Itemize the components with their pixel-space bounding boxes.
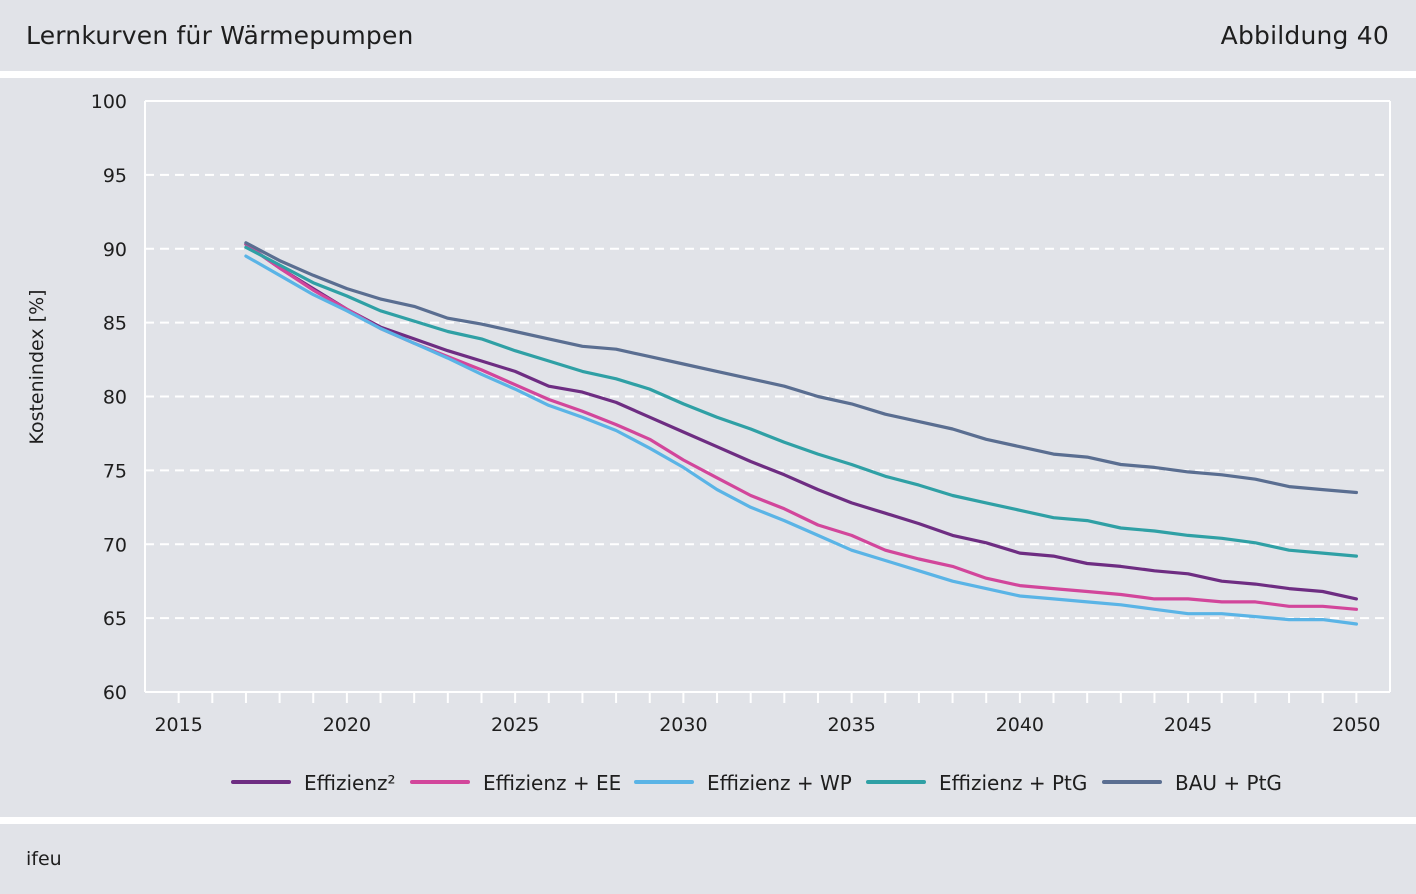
legend-label-1: Effizienz² xyxy=(304,771,396,795)
x-tick-label: 2030 xyxy=(659,714,707,736)
series-line-5 xyxy=(244,241,1359,495)
y-tick-label: 90 xyxy=(103,239,127,261)
x-tick-label: 2035 xyxy=(827,714,875,736)
y-tick-label: 70 xyxy=(103,534,127,556)
series-line-3 xyxy=(244,254,1359,626)
y-tick-label: 95 xyxy=(103,165,127,187)
header-bar: Lernkurven für Wärmepumpen Abbildung 40 xyxy=(0,0,1416,71)
source-label: ifeu xyxy=(26,848,62,870)
x-tick-label: 2045 xyxy=(1164,714,1212,736)
y-axis-label: Kostenindex [%] xyxy=(26,289,48,444)
x-tick-label: 2040 xyxy=(996,714,1044,736)
legend-label-3: Effizienz + WP xyxy=(707,771,852,795)
series-line-4 xyxy=(244,245,1359,558)
series-line-1 xyxy=(244,242,1359,601)
legend-label-2: Effizienz + EE xyxy=(483,771,621,795)
footer-bar: ifeu xyxy=(0,824,1416,894)
y-tick-label: 65 xyxy=(103,608,127,630)
legend-label-5: BAU + PtG xyxy=(1175,771,1282,795)
x-tick-label: 2050 xyxy=(1332,714,1380,736)
figure-label: Abbildung 40 xyxy=(1220,21,1389,50)
y-tick-label: 75 xyxy=(103,460,127,482)
plot-panel xyxy=(0,78,1416,817)
y-tick-label: 100 xyxy=(91,91,127,113)
legend-label-4: Effizienz + PtG xyxy=(939,771,1087,795)
chart-title: Lernkurven für Wärmepumpen xyxy=(26,21,414,50)
series-line-2 xyxy=(244,242,1359,611)
x-tick-label: 2015 xyxy=(154,714,202,736)
x-tick-label: 2020 xyxy=(323,714,371,736)
y-tick-label: 80 xyxy=(103,387,127,409)
x-tick-label: 2025 xyxy=(491,714,539,736)
y-tick-label: 60 xyxy=(103,682,127,704)
y-tick-label: 85 xyxy=(103,313,127,335)
